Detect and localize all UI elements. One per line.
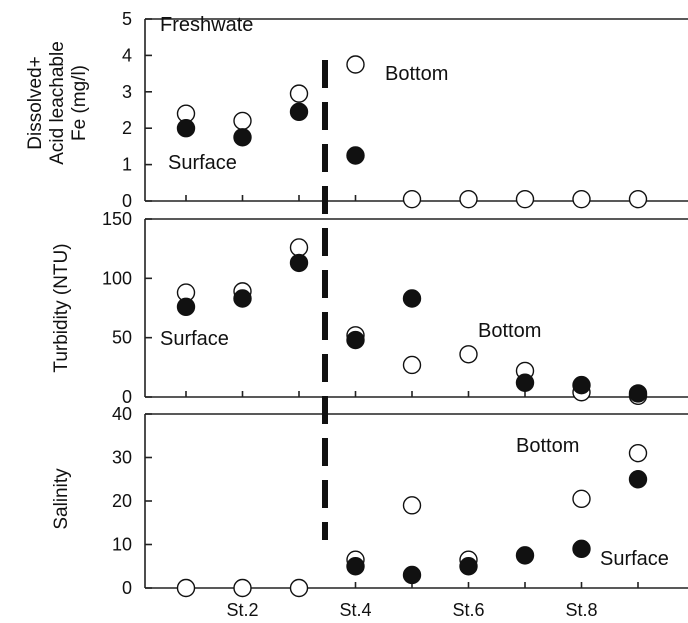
y-axis-label-line: Fe (mg/l)	[69, 65, 90, 141]
bottom-point	[628, 189, 648, 209]
bottom-point	[515, 189, 535, 209]
annotation-label: Bottom	[478, 320, 541, 342]
bottom-point	[402, 189, 422, 209]
y-tick-label: 2	[122, 118, 132, 138]
bottom-point	[289, 238, 309, 257]
x-tick-label: St.6	[452, 600, 484, 620]
y-tick-label: 1	[122, 155, 132, 175]
y-axis-label: Salinity	[51, 468, 72, 530]
surface-point	[289, 253, 309, 273]
bottom-point	[233, 578, 252, 598]
y-tick-label: 30	[112, 448, 132, 468]
surface-point	[515, 373, 535, 392]
y-tick-label: 0	[122, 191, 132, 211]
bottom-point	[459, 345, 478, 364]
surface-point	[628, 384, 648, 403]
y-tick-label: 10	[112, 535, 132, 555]
bottom-point	[346, 55, 365, 74]
x-tick-label: St.8	[565, 600, 597, 620]
surface-point	[233, 128, 252, 147]
surface-point	[402, 565, 422, 585]
surface-point	[459, 557, 478, 576]
bottom-point	[289, 84, 309, 103]
annotation-label: Surface	[600, 548, 669, 570]
panel-2: 0 50 100 150 Turbidity (NTU) Surface Bottom	[51, 209, 688, 407]
bottom-point	[402, 496, 422, 515]
annotation-label: Surface	[168, 152, 237, 174]
y-axis-label-line: Acid leachable	[47, 41, 68, 165]
surface-point	[176, 118, 196, 138]
y-tick-label: 4	[122, 45, 132, 65]
bottom-point	[233, 111, 252, 131]
y-tick-label: 5	[122, 9, 132, 29]
y-tick-label: 150	[102, 209, 132, 229]
annotation-label: Freshwate	[160, 14, 253, 36]
surface-point	[233, 289, 252, 308]
surface-point	[402, 289, 422, 308]
panel-3: 0 10 20 30 40 Salinity Bottom Surface St.2 St.4 St…	[51, 404, 688, 620]
y-tick-label: 50	[112, 328, 132, 348]
surface-point	[346, 146, 365, 165]
surface-point	[515, 546, 535, 565]
y-axis-label: Turbidity (NTU)	[51, 243, 72, 372]
bottom-point	[572, 189, 591, 209]
x-tick-label: St.4	[339, 600, 371, 620]
bottom-point	[459, 189, 478, 209]
bottom-point	[176, 578, 196, 598]
y-axis-label: Dissolved+Acid leachableFe (mg/l)	[25, 41, 90, 165]
annotation-label: Bottom	[385, 63, 448, 85]
bottom-point	[402, 355, 422, 375]
surface-point	[628, 470, 648, 489]
surface-point	[346, 557, 365, 576]
surface-point	[176, 297, 196, 317]
y-axis-label-line: Salinity	[51, 468, 72, 530]
y-tick-label: 3	[122, 82, 132, 102]
annotation-label: Bottom	[516, 435, 579, 457]
y-tick-label: 0	[122, 578, 132, 598]
y-axis-label-line: Dissolved+	[25, 56, 46, 149]
y-tick-label: 0	[122, 387, 132, 407]
y-tick-label: 40	[112, 404, 132, 424]
annotation-label: Surface	[160, 328, 229, 350]
y-axis-label-line: Turbidity (NTU)	[51, 243, 72, 372]
y-tick-label: 20	[112, 491, 132, 511]
bottom-point	[289, 578, 309, 598]
surface-point	[346, 330, 365, 350]
surface-point	[572, 539, 591, 559]
bottom-point	[628, 443, 648, 463]
bottom-point	[572, 489, 591, 509]
x-tick-label: St.2	[226, 600, 258, 620]
y-tick-label: 100	[102, 268, 132, 288]
surface-point	[572, 375, 591, 395]
surface-point	[289, 102, 309, 122]
